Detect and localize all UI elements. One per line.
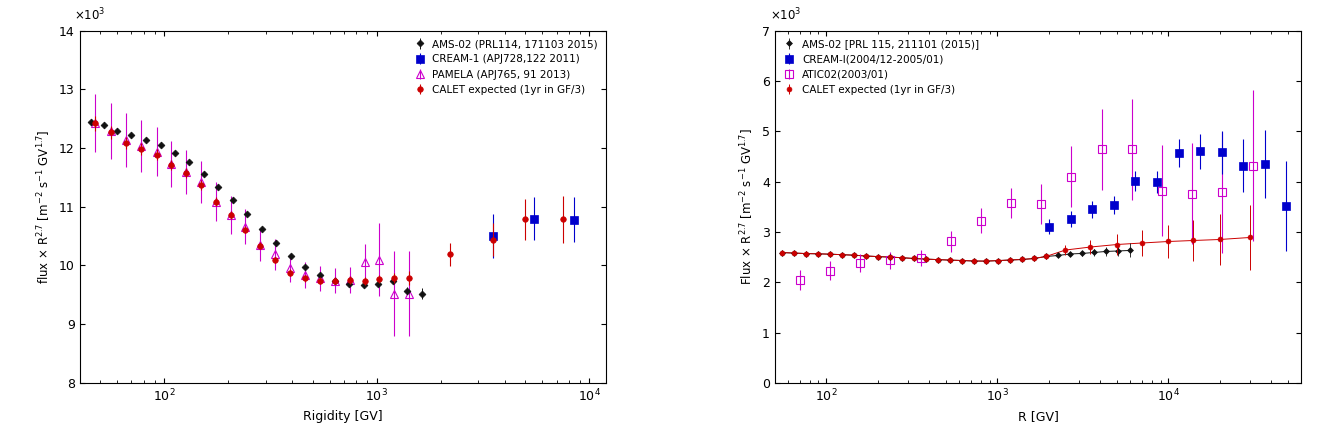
X-axis label: Rigidity [GV]: Rigidity [GV] — [303, 410, 382, 423]
X-axis label: R [GV]: R [GV] — [1017, 410, 1058, 423]
Legend: AMS-02 (PRL114, 171103 2015), CREAM-1 (APJ728,122 2011), PAMELA (APJ765, 91 2013: AMS-02 (PRL114, 171103 2015), CREAM-1 (A… — [410, 36, 602, 98]
Legend: AMS-02 [PRL 115, 211101 (2015)], CREAM-I(2004/12-2005/01), ATIC02(2003/01), CALE: AMS-02 [PRL 115, 211101 (2015)], CREAM-I… — [780, 36, 983, 98]
Text: $\times10^3$: $\times10^3$ — [769, 7, 801, 24]
Y-axis label: Flux × R$^{2.7}$ [m$^{-2}$ s$^{-1}$ GV$^{1.7}$]: Flux × R$^{2.7}$ [m$^{-2}$ s$^{-1}$ GV$^… — [738, 128, 757, 286]
Y-axis label: flux × R$^{2.7}$ [m$^{-2}$ s$^{-1}$ GV$^{1.7}$]: flux × R$^{2.7}$ [m$^{-2}$ s$^{-1}$ GV$^… — [36, 129, 53, 284]
Text: $\times10^3$: $\times10^3$ — [74, 7, 106, 24]
